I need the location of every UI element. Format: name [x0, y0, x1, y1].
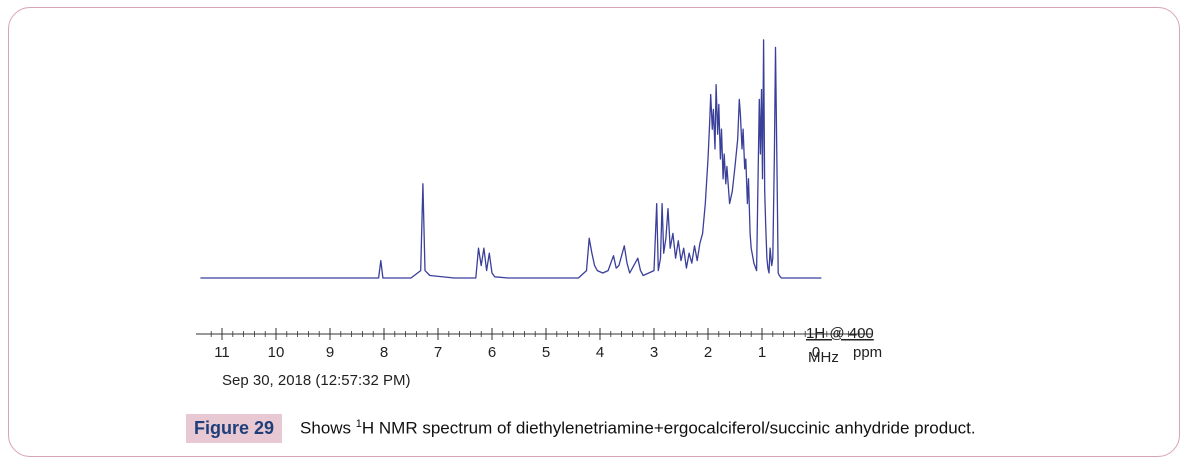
x-tick-label: 2 [704, 344, 712, 361]
x-tick-label: 1 [758, 344, 766, 361]
figure-caption: Figure 29 Shows 1H NMR spectrum of dieth… [186, 414, 976, 443]
acquisition-date: Sep 30, 2018 (12:57:32 PM) [222, 372, 410, 389]
x-tick-label: 9 [326, 344, 334, 361]
instrument-label-mhz: MHz [808, 349, 839, 366]
figure-caption-text: Shows 1H NMR spectrum of diethylenetriam… [300, 418, 976, 439]
figure-label: Figure 29 [186, 414, 283, 443]
x-tick-label: 0 [812, 344, 820, 361]
instrument-label: 1H @ 400 [806, 325, 874, 342]
spectrum-series-0 [200, 39, 822, 279]
caption-superscript: 1 [355, 418, 362, 431]
x-tick-label: 11 [214, 344, 230, 361]
x-axis-label: ppm [853, 344, 882, 361]
caption-prefix: Shows [300, 418, 356, 438]
caption-rest: H NMR spectrum of diethylenetriamine+erg… [361, 418, 976, 438]
x-tick-label: 10 [268, 344, 285, 361]
x-tick-label: 8 [380, 344, 388, 361]
figure-frame [8, 7, 1180, 457]
x-tick-label: 6 [488, 344, 496, 361]
x-tick-label: 5 [542, 344, 550, 361]
x-tick-label: 3 [650, 344, 658, 361]
x-tick-label: 7 [434, 344, 442, 361]
plot-area [200, 39, 822, 279]
x-axis: 11 10 9 8 7 6 5 4 3 2 1 0 [196, 328, 872, 361]
x-tick-label: 4 [596, 344, 604, 361]
